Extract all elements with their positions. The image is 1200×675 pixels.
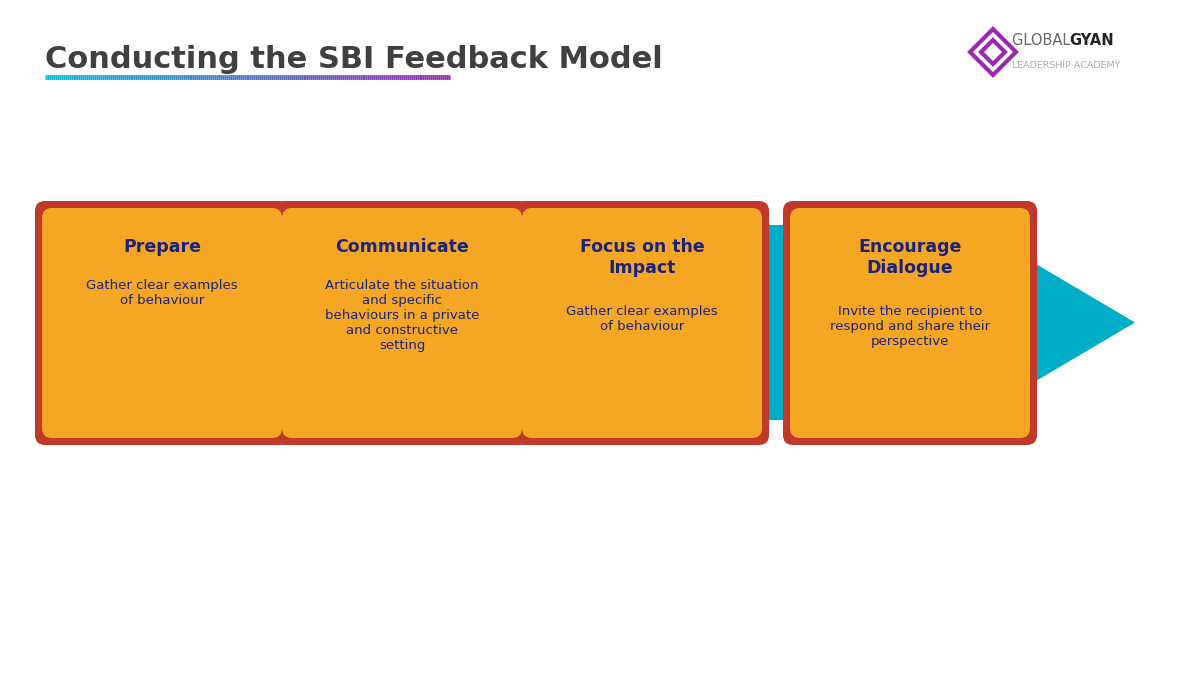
Polygon shape: [70, 225, 1135, 420]
Text: Communicate: Communicate: [335, 238, 469, 256]
Text: GYAN: GYAN: [1069, 33, 1114, 48]
Text: LEADERSHIP ACADEMY: LEADERSHIP ACADEMY: [1012, 61, 1121, 70]
Text: Conducting the SBI Feedback Model: Conducting the SBI Feedback Model: [46, 45, 662, 74]
FancyBboxPatch shape: [790, 208, 1030, 438]
FancyBboxPatch shape: [522, 208, 762, 438]
FancyBboxPatch shape: [784, 201, 1037, 445]
Text: Encourage
Dialogue: Encourage Dialogue: [858, 238, 961, 277]
FancyBboxPatch shape: [42, 208, 282, 438]
FancyBboxPatch shape: [275, 201, 529, 445]
Text: Invite the recipient to
respond and share their
perspective: Invite the recipient to respond and shar…: [830, 305, 990, 348]
Text: Gather clear examples
of behaviour: Gather clear examples of behaviour: [566, 305, 718, 333]
Text: Gather clear examples
of behaviour: Gather clear examples of behaviour: [86, 279, 238, 307]
Text: GLOBAL: GLOBAL: [1012, 33, 1075, 48]
Text: Articulate the situation
and specific
behaviours in a private
and constructive
s: Articulate the situation and specific be…: [325, 279, 479, 352]
FancyBboxPatch shape: [515, 201, 769, 445]
Text: Focus on the
Impact: Focus on the Impact: [580, 238, 704, 277]
FancyBboxPatch shape: [70, 225, 920, 420]
Text: Prepare: Prepare: [124, 238, 202, 256]
FancyBboxPatch shape: [35, 201, 289, 445]
FancyBboxPatch shape: [282, 208, 522, 438]
